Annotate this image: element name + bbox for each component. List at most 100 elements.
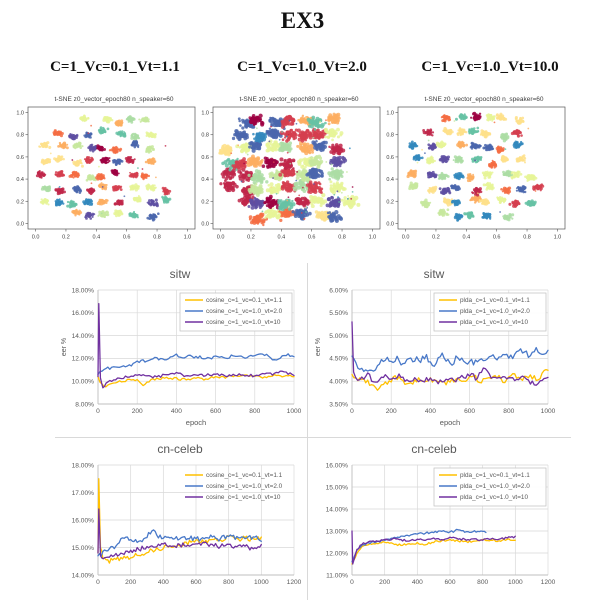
svg-text:1.0: 1.0: [16, 111, 24, 117]
legend-label: cosine_c=1_vc=0.1_vt=1.1: [206, 472, 283, 479]
chart-axis-labels: 3.50%4.00%4.50%5.00%5.50%6.00%0 200 400 600…: [315, 287, 556, 427]
tsne-cluster-points: [218, 112, 361, 227]
sitw-plda-chart: sitw 3.50% 4.00% 4.50% 5.00% 5.50% 6.00% 0 200 4…: [310, 266, 558, 434]
legend-label: cosine_c=1_vc=1.0_vt=10: [206, 319, 281, 326]
svg-text:1.0: 1.0: [386, 111, 394, 117]
svg-text:0.6: 0.6: [386, 155, 394, 161]
tsne-title-2: t-SNE z0_vector_epoch80 n_speaker=60: [239, 96, 359, 103]
svg-text:0.6: 0.6: [201, 155, 209, 161]
chart-legend: plda_c=1_vc=0.1_vt=1.1 plda_c=1_vc=1.0_vt…: [433, 467, 547, 507]
chart-title-sitw-plda: sitw: [423, 267, 445, 281]
legend-label: plda_c=1_vc=0.1_vt=1.1: [460, 297, 530, 304]
tsne-axis-labels: 1.0 0.8 0.6 0.4 0.2 0.0 0.0 0.2 0.4 0.6 0.8 1.0: [201, 111, 376, 241]
x-axis-title: epoch: [186, 418, 206, 427]
tsne-title-3: t-SNE z0_vector_epoch80 n_speaker=60: [424, 96, 544, 103]
svg-text:0.0: 0.0: [217, 235, 225, 241]
tsne-cluster-points: [35, 114, 172, 222]
svg-text:0.2: 0.2: [247, 235, 255, 241]
tsne-canvas-2: 1.0 0.8 0.6 0.4 0.2 0.0 0.0 0.2 0.4 0.6 0.8 1.0: [201, 106, 381, 241]
svg-text:0.0: 0.0: [32, 235, 40, 241]
tsne-axis-labels: 1.0 0.8 0.6 0.4 0.2 0.0 0.0 0.2 0.4 0.6 0.8 1.0: [16, 111, 191, 241]
svg-text:0.2: 0.2: [62, 235, 70, 241]
column-header-1: C=1_Vc=0.1_Vt=1.1: [50, 59, 180, 75]
svg-text:0.0: 0.0: [386, 221, 394, 227]
svg-text:1.0: 1.0: [369, 235, 377, 241]
svg-text:0.0: 0.0: [201, 221, 209, 227]
series-line-yellow: [97, 373, 295, 388]
series-line-purple: [97, 303, 295, 389]
tsne-canvas-3: 1.0 0.8 0.6 0.4 0.2 0.0 0.0 0.2 0.4 0.6 0.8 1.0: [386, 106, 566, 241]
chart-gridlines: [97, 464, 295, 576]
cnceleb-plda-canvas: 11.00%12.00%13.00%14.00%15.00%16.00%0 200…: [326, 462, 556, 586]
series-line-blue: [97, 353, 295, 376]
series-line-yellow: [97, 478, 262, 564]
column-header-2: C=1_Vc=1.0_Vt=2.0: [237, 59, 367, 75]
chart-title-cnceleb-cosine: cn-celeb: [157, 442, 203, 456]
series-line-purple: [351, 530, 516, 565]
legend-label: plda_c=1_vc=1.0_vt=2.0: [460, 308, 530, 315]
y-axis-title: eer %: [61, 338, 68, 356]
tsne-plot-2: t-SNE z0_vector_epoch80 n_speaker=60 1.0…: [195, 94, 385, 246]
svg-text:0.0: 0.0: [402, 235, 410, 241]
chart-axis-labels: 14.00%15.00%16.00%17.00%18.00%0 200 400 600…: [72, 462, 302, 586]
svg-text:0.4: 0.4: [16, 177, 24, 183]
chart-title-sitw-cosine: sitw: [169, 267, 191, 281]
cnceleb-cosine-chart: cn-celeb 14.00% 15.00% 16.00% 17.00% 18.00% 0…: [56, 441, 304, 599]
tsne-axis-labels: 1.0 0.8 0.6 0.4 0.2 0.0 0.0 0.2 0.4 0.6 0.8 1.0: [386, 111, 561, 241]
legend-label: cosine_c=1_vc=0.1_vt=1.1: [206, 297, 283, 304]
tsne-plot-1: t-SNE z0_vector_epoch80 n_speaker=60 1.0…: [10, 94, 200, 246]
x-axis-title: epoch: [440, 418, 460, 427]
tsne-canvas-1: 1.0 0.8 0.6 0.4 0.2 0.0 0.0 0.2 0.4 0.6 0.8 1.0: [16, 106, 196, 241]
series-line-blue: [351, 346, 549, 373]
series-line-blue: [351, 528, 487, 563]
row-divider-line: [55, 437, 571, 438]
tsne-plot-box: [397, 106, 566, 230]
legend-label: plda_c=1_vc=0.1_vt=1.1: [460, 472, 530, 479]
svg-text:0.0: 0.0: [16, 221, 24, 227]
series-line-yellow: [351, 538, 516, 565]
svg-text:0.8: 0.8: [153, 235, 161, 241]
svg-text:0.4: 0.4: [92, 235, 100, 241]
svg-text:0.8: 0.8: [338, 235, 346, 241]
legend-label: cosine_c=1_vc=1.0_vt=2.0: [206, 308, 283, 315]
chart-axis-labels: 11.00%12.00%13.00%14.00%15.00%16.00%0 200…: [326, 462, 556, 586]
page-title: EX3: [280, 8, 325, 33]
legend-label: plda_c=1_vc=1.0_vt=2.0: [460, 483, 530, 490]
sitw-plda-canvas: 3.50%4.00%4.50%5.00%5.50%6.00%0 200 400 600…: [315, 287, 556, 427]
svg-text:0.2: 0.2: [432, 235, 440, 241]
svg-text:0.2: 0.2: [16, 199, 24, 205]
tsne-plot-3: t-SNE z0_vector_epoch80 n_speaker=60 1.0…: [380, 94, 570, 246]
svg-text:0.8: 0.8: [523, 235, 531, 241]
series-line-blue: [97, 529, 262, 557]
svg-text:0.8: 0.8: [386, 133, 394, 139]
svg-text:0.4: 0.4: [462, 235, 470, 241]
svg-text:0.2: 0.2: [386, 199, 394, 205]
legend-label: plda_c=1_vc=1.0_vt=10: [460, 319, 528, 326]
series-line-purple: [97, 508, 262, 560]
legend-label: cosine_c=1_vc=1.0_vt=2.0: [206, 483, 283, 490]
svg-text:0.4: 0.4: [386, 177, 394, 183]
svg-text:0.6: 0.6: [123, 235, 131, 241]
svg-text:0.4: 0.4: [201, 177, 209, 183]
svg-text:0.6: 0.6: [308, 235, 316, 241]
chart-axis-labels: 8.00%10.00%12.00%14.00%16.00%18.00%0 200 4…: [61, 287, 302, 427]
y-axis-title: eer %: [315, 338, 322, 356]
tsne-cluster-points: [406, 111, 545, 222]
cnceleb-cosine-canvas: 14.00%15.00%16.00%17.00%18.00%0 200 400 600…: [72, 462, 302, 586]
svg-text:1.0: 1.0: [201, 111, 209, 117]
legend-label: plda_c=1_vc=1.0_vt=10: [460, 494, 528, 501]
series-line-purple: [351, 321, 549, 386]
svg-text:0.6: 0.6: [16, 155, 24, 161]
tsne-plot-box: [27, 106, 196, 230]
sitw-cosine-chart: sitw 8.00% 10.00% 12.00% 14.00% 16.00% 18.00%…: [56, 266, 304, 434]
chart-legend: cosine_c=1_vc=0.1_vt=1.1 cosine_c=1_vc=1.…: [185, 472, 283, 501]
chart-title-cnceleb-plda: cn-celeb: [411, 442, 457, 456]
svg-text:0.8: 0.8: [16, 133, 24, 139]
svg-text:1.0: 1.0: [184, 235, 192, 241]
legend-label: cosine_c=1_vc=1.0_vt=10: [206, 494, 281, 501]
chart-legend: cosine_c=1_vc=0.1_vt=1.1 cosine_c=1_vc=1.…: [179, 292, 293, 332]
column-divider-line: [307, 263, 308, 600]
svg-text:0.8: 0.8: [201, 133, 209, 139]
sitw-cosine-canvas: 8.00%10.00%12.00%14.00%16.00%18.00%0 200 4…: [61, 287, 302, 427]
